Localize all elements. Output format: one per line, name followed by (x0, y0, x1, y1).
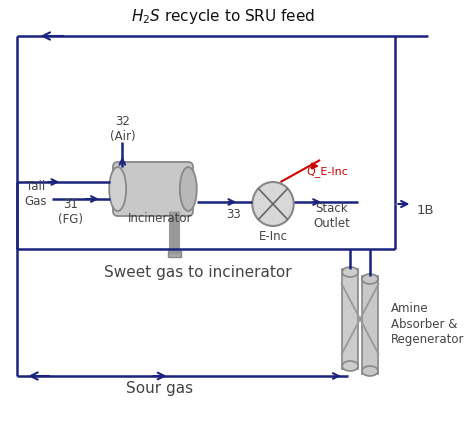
Ellipse shape (180, 167, 197, 211)
Bar (362, 276, 378, 374)
Text: Q_E-Inc: Q_E-Inc (307, 167, 348, 178)
Text: Amine
Absorber &
Regenerator: Amine Absorber & Regenerator (391, 302, 464, 346)
Bar (342, 269, 358, 369)
Text: Stack
Outlet: Stack Outlet (313, 202, 350, 230)
FancyBboxPatch shape (168, 251, 181, 257)
Text: Tail
Gas: Tail Gas (25, 180, 47, 208)
Text: Sweet gas to incinerator: Sweet gas to incinerator (104, 265, 292, 279)
Ellipse shape (109, 167, 126, 211)
Text: E-Inc: E-Inc (258, 229, 288, 243)
Text: 1B: 1B (416, 204, 434, 218)
Text: 32
(Air): 32 (Air) (109, 115, 135, 143)
Ellipse shape (362, 274, 378, 284)
Circle shape (252, 182, 294, 226)
Text: 31
(FG): 31 (FG) (58, 198, 83, 226)
Text: Sour gas: Sour gas (127, 382, 193, 396)
Text: $H_2S$ recycle to SRU feed: $H_2S$ recycle to SRU feed (131, 6, 315, 25)
Text: Incinerator: Incinerator (128, 212, 192, 226)
FancyBboxPatch shape (113, 162, 193, 216)
Ellipse shape (342, 361, 358, 371)
Ellipse shape (342, 267, 358, 277)
Ellipse shape (362, 366, 378, 376)
Text: 33: 33 (226, 207, 241, 220)
